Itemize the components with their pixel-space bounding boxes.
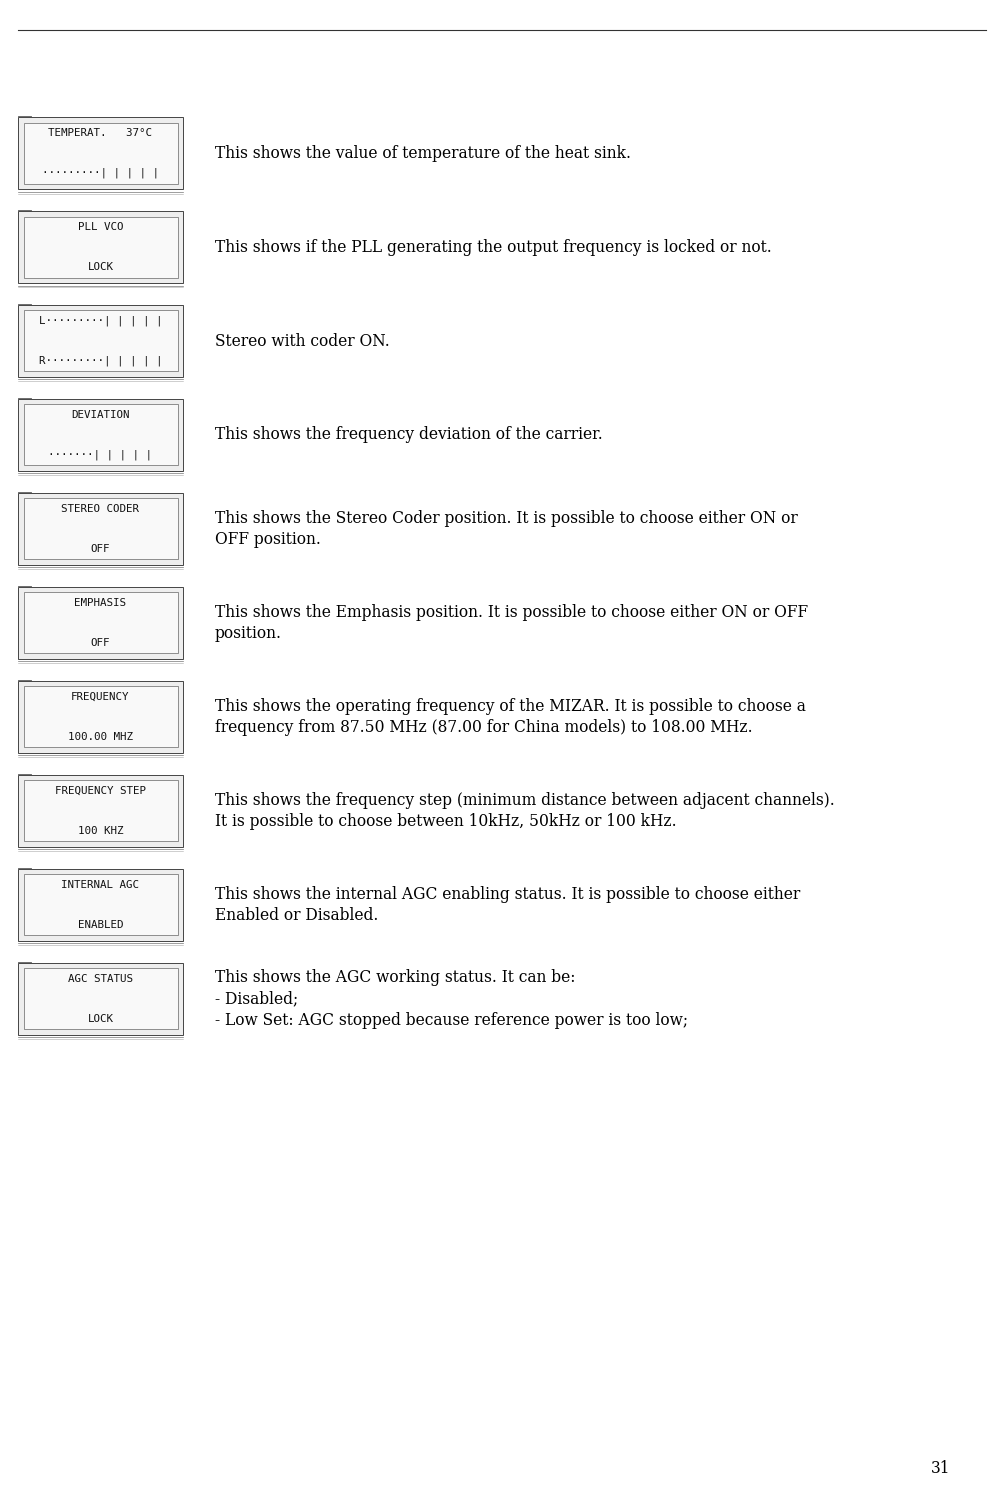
Bar bbox=[23, 404, 178, 466]
Bar bbox=[23, 311, 178, 371]
Bar bbox=[23, 686, 178, 748]
Text: STEREO CODER: STEREO CODER bbox=[61, 503, 139, 514]
Text: This shows the Stereo Coder position. It is possible to choose either ON or
OFF : This shows the Stereo Coder position. It… bbox=[215, 509, 797, 548]
Bar bbox=[23, 592, 178, 653]
Text: ·······| | | | |: ·······| | | | | bbox=[48, 451, 152, 461]
Text: This shows the Emphasis position. It is possible to choose either ON or OFF
posi: This shows the Emphasis position. It is … bbox=[215, 604, 807, 643]
Text: This shows the frequency deviation of the carrier.: This shows the frequency deviation of th… bbox=[215, 427, 602, 443]
Bar bbox=[18, 210, 183, 282]
Bar bbox=[18, 587, 183, 659]
Text: PLL VCO: PLL VCO bbox=[77, 222, 123, 231]
Bar bbox=[23, 874, 178, 936]
Bar bbox=[18, 870, 183, 940]
Text: 31: 31 bbox=[930, 1460, 949, 1476]
Text: EMPHASIS: EMPHASIS bbox=[74, 598, 126, 608]
Text: DEVIATION: DEVIATION bbox=[71, 410, 129, 421]
Bar bbox=[18, 680, 183, 753]
Bar bbox=[23, 499, 178, 560]
Text: LOCK: LOCK bbox=[87, 263, 113, 272]
Bar bbox=[18, 305, 183, 377]
Bar bbox=[18, 400, 183, 472]
Text: INTERNAL AGC: INTERNAL AGC bbox=[61, 880, 139, 889]
Text: 100 KHZ: 100 KHZ bbox=[77, 826, 123, 837]
Text: This shows the AGC working status. It can be:
- Disabled;
- Low Set: AGC stopped: This shows the AGC working status. It ca… bbox=[215, 969, 687, 1029]
Text: LOCK: LOCK bbox=[87, 1014, 113, 1024]
Text: OFF: OFF bbox=[90, 638, 110, 649]
Text: This shows the frequency step (minimum distance between adjacent channels).
It i: This shows the frequency step (minimum d… bbox=[215, 792, 833, 831]
Bar bbox=[18, 963, 183, 1035]
Text: OFF: OFF bbox=[90, 544, 110, 554]
Text: ENABLED: ENABLED bbox=[77, 921, 123, 930]
Bar bbox=[23, 781, 178, 841]
Bar bbox=[23, 216, 178, 278]
Text: 100.00 MHZ: 100.00 MHZ bbox=[68, 731, 132, 742]
Text: L·········| | | | |: L·········| | | | | bbox=[39, 315, 162, 326]
Bar bbox=[23, 123, 178, 183]
Text: This shows if the PLL generating the output frequency is locked or not.: This shows if the PLL generating the out… bbox=[215, 239, 771, 255]
Bar bbox=[23, 969, 178, 1029]
Text: This shows the value of temperature of the heat sink.: This shows the value of temperature of t… bbox=[215, 144, 630, 162]
Bar bbox=[18, 117, 183, 189]
Text: ·········| | | | |: ·········| | | | | bbox=[42, 168, 158, 179]
Text: TEMPERAT.   37°C: TEMPERAT. 37°C bbox=[48, 128, 152, 138]
Text: FREQUENCY: FREQUENCY bbox=[71, 692, 129, 701]
Text: This shows the operating frequency of the MIZAR. It is possible to choose a
freq: This shows the operating frequency of th… bbox=[215, 698, 805, 736]
Bar bbox=[18, 775, 183, 847]
Text: This shows the internal AGC enabling status. It is possible to choose either
Ena: This shows the internal AGC enabling sta… bbox=[215, 886, 799, 924]
Text: AGC STATUS: AGC STATUS bbox=[68, 973, 132, 984]
Text: R·········| | | | |: R·········| | | | | bbox=[39, 356, 162, 366]
Text: Stereo with coder ON.: Stereo with coder ON. bbox=[215, 332, 389, 350]
Text: FREQUENCY STEP: FREQUENCY STEP bbox=[55, 786, 145, 796]
Bar bbox=[18, 493, 183, 565]
